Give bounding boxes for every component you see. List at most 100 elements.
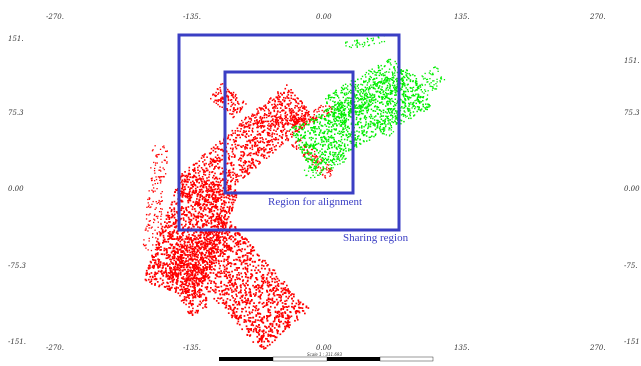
map-point [286, 113, 289, 116]
map-point [166, 250, 168, 252]
map-point [293, 293, 295, 296]
map-point [305, 106, 307, 108]
map-point [338, 123, 340, 125]
map-point [275, 316, 278, 319]
map-point [185, 214, 188, 217]
map-point [177, 272, 180, 274]
map-point [262, 301, 265, 304]
map-point [295, 140, 297, 143]
map-point [214, 264, 217, 267]
map-point [166, 275, 168, 277]
map-point [279, 294, 282, 296]
map-point [310, 127, 312, 129]
map-point [193, 258, 196, 260]
map-point [211, 171, 213, 174]
map-point [203, 208, 206, 210]
map-point [184, 192, 187, 195]
map-point [315, 156, 317, 158]
map-point [267, 272, 270, 274]
map-point [282, 330, 285, 332]
map-point [246, 276, 249, 279]
map-point [199, 291, 201, 294]
map-point [283, 96, 285, 99]
map-point [203, 206, 206, 209]
map-point [260, 346, 263, 348]
map-point [197, 172, 200, 174]
map-point [324, 118, 326, 121]
map-point [168, 221, 170, 223]
map-point [202, 223, 204, 225]
map-point [154, 164, 157, 166]
map-point [179, 194, 182, 197]
map-point [169, 236, 171, 238]
map-point [152, 233, 154, 235]
map-point [188, 246, 191, 249]
map-point [246, 147, 248, 150]
map-point [217, 88, 219, 91]
map-point [245, 146, 248, 149]
map-point [269, 112, 272, 115]
map-point [301, 113, 303, 115]
map-point [230, 162, 233, 165]
map-point [178, 260, 181, 263]
map-point [228, 255, 230, 258]
map-point [256, 144, 259, 147]
map-point [257, 287, 259, 290]
map-point [206, 238, 209, 240]
map-point [202, 224, 205, 227]
map-point [217, 271, 219, 274]
map-point [149, 281, 151, 283]
map-point [183, 231, 186, 233]
map-point [235, 253, 238, 255]
map-point [277, 91, 279, 93]
map-point [197, 220, 200, 223]
map-point [226, 94, 228, 97]
map-point [275, 138, 278, 141]
map-point [218, 230, 221, 233]
map-point [275, 324, 278, 326]
map-point [266, 116, 268, 119]
map-point [227, 189, 229, 192]
map-point [188, 283, 191, 286]
map-point [272, 152, 274, 154]
map-point [301, 127, 303, 129]
map-point [284, 123, 286, 125]
map-point [319, 121, 321, 123]
map-point [196, 201, 199, 203]
map-point [255, 325, 258, 327]
map-point [260, 125, 263, 127]
map-point [281, 117, 283, 120]
map-point [219, 241, 222, 244]
map-point [333, 110, 336, 112]
map-point [201, 260, 204, 262]
map-point [332, 155, 335, 158]
map-point [228, 91, 231, 94]
map-point [292, 300, 295, 302]
map-point [191, 234, 194, 236]
map-point [223, 216, 225, 219]
map-point [203, 261, 206, 263]
map-point [277, 121, 279, 124]
map-point [163, 253, 166, 256]
map-point [274, 339, 276, 342]
map-point [160, 269, 163, 272]
map-point [413, 105, 415, 107]
map-point [273, 110, 276, 113]
map-point [173, 256, 176, 258]
map-point [170, 216, 173, 219]
map-point [294, 94, 296, 97]
map-point [203, 156, 205, 158]
map-point [234, 263, 237, 266]
map-point [224, 253, 226, 255]
map-point [221, 178, 224, 180]
map-point [175, 219, 178, 222]
map-point [243, 301, 246, 303]
map-point [273, 98, 275, 101]
map-point [145, 244, 147, 246]
map-point [329, 175, 331, 177]
map-point [153, 265, 155, 268]
map-point [232, 310, 235, 313]
map-point [322, 114, 324, 116]
map-point [180, 284, 183, 286]
map-point [251, 127, 254, 130]
